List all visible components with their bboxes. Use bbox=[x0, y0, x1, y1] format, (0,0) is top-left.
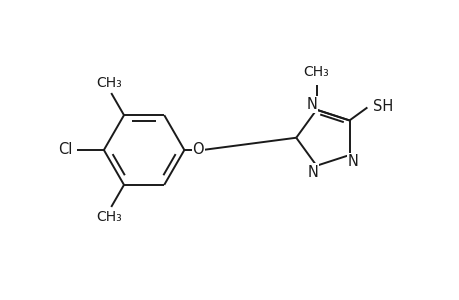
Text: N: N bbox=[307, 165, 318, 180]
Text: CH₃: CH₃ bbox=[303, 65, 329, 79]
Text: N: N bbox=[347, 154, 358, 169]
Text: CH₃: CH₃ bbox=[96, 210, 122, 224]
Text: Cl: Cl bbox=[58, 142, 73, 158]
Text: N: N bbox=[306, 97, 316, 112]
Text: O: O bbox=[192, 142, 203, 158]
Text: CH₃: CH₃ bbox=[96, 76, 122, 90]
Text: SH: SH bbox=[373, 98, 393, 113]
